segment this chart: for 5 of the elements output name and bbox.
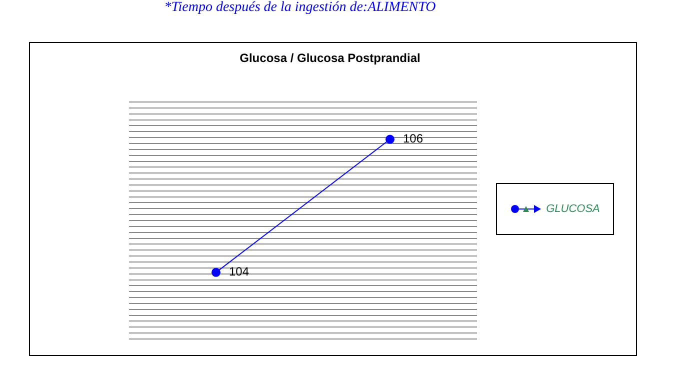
data-label: 104 <box>229 264 250 279</box>
data-label: 106 <box>403 132 424 146</box>
legend-label: GLUCOSA <box>546 203 600 215</box>
chart-title: Glucosa / Glucosa Postprandial <box>238 51 422 65</box>
text: *Tiempo después de la ingestión de:ALIMENTO <box>163 0 437 16</box>
